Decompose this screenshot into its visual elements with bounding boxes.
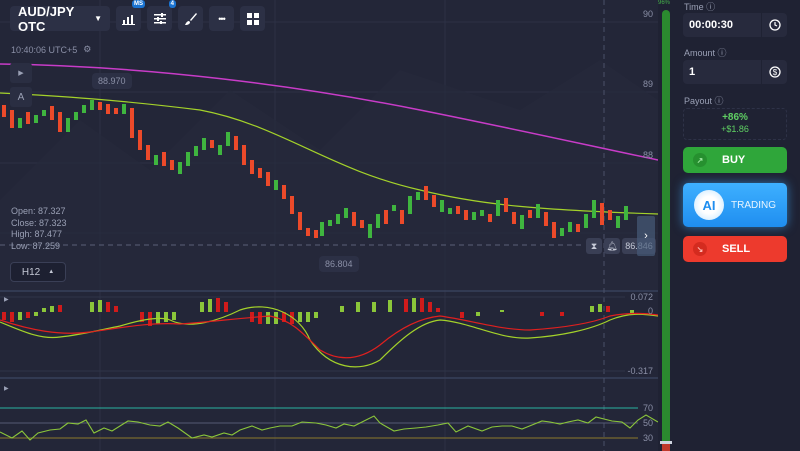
chart-area[interactable]: AUD/JPY OTC ▼ MS 4 ••• 10:40:06 UTC+5 <box>0 0 658 451</box>
amount-field[interactable]: 1 $ <box>683 60 787 84</box>
sentiment-bar <box>662 10 670 446</box>
sell-button[interactable]: ↘ SELL <box>683 236 787 262</box>
server-clock: 10:40:06 UTC+5 ⚙ <box>11 44 91 55</box>
auto-scale-button[interactable]: A <box>10 87 32 107</box>
indicators-badge: 4 <box>168 0 176 8</box>
rsi-level-30: 30 <box>642 433 653 443</box>
amount-value: 1 <box>689 66 696 78</box>
y-tick-88: 88 <box>642 150 653 160</box>
clock-time: 10:40:06 UTC+5 <box>11 44 78 55</box>
rsi-level-70: 70 <box>642 403 653 413</box>
bell-icon: 🔔︎ <box>606 240 618 251</box>
chart-canvas[interactable] <box>0 0 658 451</box>
rsi-collapse-icon[interactable]: ▶ <box>4 386 9 392</box>
ai-trading-label: TRADING <box>731 199 776 211</box>
rsi-level-50: 50 <box>642 418 653 428</box>
arrow-up-right-icon: ↗ <box>693 153 707 167</box>
gear-icon[interactable]: ⚙ <box>83 44 92 54</box>
alert-button[interactable]: 🔔︎ <box>604 238 620 254</box>
macd-zero: 0 <box>647 306 653 316</box>
y-tick-90: 90 <box>642 9 653 19</box>
auto-icon: A <box>17 91 25 103</box>
time-value: 00:00:30 <box>689 19 734 31</box>
brush-icon <box>184 12 197 25</box>
trade-panel: Time ⓘ 00:00:30 Amount ⓘ 1 $ Payout ⓘ +8… <box>676 0 800 451</box>
chevron-down-icon: ▼ <box>94 14 102 23</box>
time-label: Time ⓘ <box>684 2 716 12</box>
payout-amount: +$1.86 <box>721 124 749 134</box>
sentiment-percent: 96% <box>658 0 671 6</box>
time-field[interactable]: 00:00:30 <box>683 13 787 37</box>
chart-type-badge: MS <box>132 0 145 8</box>
macd-min: -0.317 <box>627 366 653 376</box>
clock-icon[interactable] <box>761 13 787 37</box>
timeframe-selector[interactable]: H12 ▲ <box>10 262 66 282</box>
drawing-tools-button[interactable] <box>178 6 203 31</box>
payout-label: Payout ⓘ <box>684 96 724 106</box>
buy-button[interactable]: ↗ BUY <box>683 147 787 173</box>
more-button[interactable]: ••• <box>209 6 234 31</box>
sentiment-handle <box>660 441 672 444</box>
sentiment-bear <box>662 441 670 451</box>
play-button[interactable]: ▶ <box>10 63 32 83</box>
layout-button[interactable] <box>240 6 265 31</box>
chevron-right-icon: › <box>644 230 648 242</box>
payout-box: +86% +$1.86 <box>683 108 787 140</box>
y-tick-89: 89 <box>642 79 653 89</box>
chart-type-button[interactable]: MS <box>116 0 145 31</box>
timer-button[interactable]: ⧗ <box>586 238 602 254</box>
asset-selector[interactable]: AUD/JPY OTC ▼ <box>10 3 110 34</box>
sliders-icon <box>153 13 166 24</box>
play-icon: ▶ <box>18 70 24 77</box>
ohlc-close: Close: 87.323 <box>11 217 67 228</box>
chart-toolbar: AUD/JPY OTC ▼ MS 4 ••• <box>10 0 265 34</box>
chevron-up-icon: ▲ <box>48 269 55 275</box>
macd-collapse-icon[interactable]: ▶ <box>4 297 9 303</box>
asset-name: AUD/JPY OTC <box>18 3 75 34</box>
macd-max: 0.072 <box>630 292 653 302</box>
bar-chart-icon <box>121 14 135 25</box>
svg-text:$: $ <box>772 68 777 77</box>
low-price-label: 86.804 <box>319 256 359 272</box>
sell-label: SELL <box>722 243 751 255</box>
ohlc-info: Open: 87.327 Close: 87.323 High: 87.477 … <box>11 206 67 252</box>
buy-label: BUY <box>722 154 746 166</box>
more-dots-icon: ••• <box>218 13 226 24</box>
high-price-label: 88.970 <box>92 73 132 89</box>
hourglass-icon: ⧗ <box>590 240 598 251</box>
grid-layout-icon <box>246 12 259 25</box>
ai-trading-button[interactable]: AI TRADING <box>683 183 787 227</box>
indicators-button[interactable]: 4 <box>147 0 176 31</box>
ohlc-high: High: 87.477 <box>11 229 63 239</box>
ai-icon: AI <box>694 190 724 220</box>
ohlc-open: Open: 87.327 <box>11 206 66 216</box>
ohlc-low: Low: 87.259 <box>11 240 61 251</box>
timeframe-value: H12 <box>21 266 41 278</box>
payout-percent: +86% <box>722 112 748 123</box>
arrow-down-right-icon: ↘ <box>693 242 707 256</box>
amount-label: Amount ⓘ <box>684 48 727 58</box>
scroll-to-latest-button[interactable]: › <box>637 216 655 256</box>
dollar-icon[interactable]: $ <box>761 60 787 84</box>
